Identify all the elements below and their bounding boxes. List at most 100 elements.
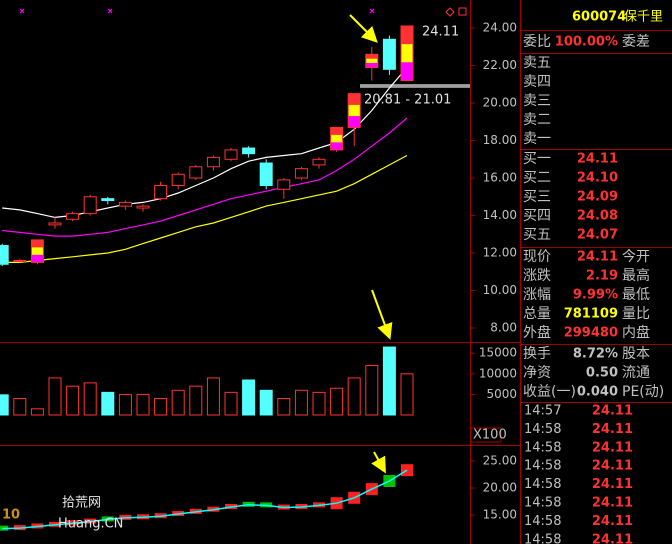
indicator-line (2, 469, 408, 530)
quote-label2: 最高 (622, 267, 650, 284)
quote-value: 24.11 (577, 152, 618, 167)
ma-line (2, 67, 408, 219)
quote-value: 24.11 (577, 250, 618, 265)
volume-bar (13, 398, 27, 416)
volume-bar (101, 391, 115, 416)
candle-body (118, 201, 132, 207)
annotation-arrows (349, 14, 393, 474)
trade-time: 14:58 (524, 477, 561, 492)
quote-value: 100.00% (555, 35, 618, 50)
quote-label: 涨跌 (523, 268, 551, 284)
gap-band-label: 20.81 - 21.01 (364, 92, 451, 107)
volume-bar (277, 398, 291, 416)
candle-body (171, 173, 185, 187)
y-tick-label: 25.00 (483, 453, 517, 467)
volume-bar (48, 377, 62, 416)
limit-stripe (401, 44, 413, 63)
y-tick-label: 14.00 (483, 208, 517, 222)
volume-bar (189, 385, 203, 416)
y-tick-label: 18.00 (483, 133, 517, 147)
y-tick-label: 5000 (486, 387, 517, 401)
quote-label: 净资 (523, 365, 551, 381)
candle-body (189, 166, 203, 179)
candle-body (0, 245, 9, 265)
candle-body (83, 196, 97, 215)
limit-stripe (366, 63, 378, 67)
quote-label: 买一 (523, 151, 551, 167)
quote-label: 外盘 (523, 324, 551, 341)
trade-price: 24.11 (592, 477, 633, 492)
stock-name: 保千里 (624, 10, 663, 25)
quote-label2: 最低 (622, 287, 650, 303)
volume-bar (312, 391, 326, 416)
candle-body (277, 179, 291, 190)
quote-label: 卖二 (523, 112, 551, 128)
quote-value: 781109 (564, 307, 618, 322)
y-tick-label: 10.00 (483, 283, 517, 297)
watermark-site: 拾荒网 (62, 496, 101, 511)
candle-body (259, 162, 273, 187)
gap-band (360, 84, 470, 88)
volume-bar (400, 373, 414, 416)
candle-body (66, 213, 80, 220)
trade-price: 24.11 (592, 496, 633, 511)
limit-stripe (331, 142, 343, 150)
limit-stripe (348, 104, 360, 117)
limit-stripe (401, 62, 413, 81)
quote-label: 买五 (523, 227, 551, 243)
quote-value: 0.040 (577, 385, 618, 400)
candle-body (136, 205, 150, 209)
top-markers (19, 8, 375, 14)
quote-value: 2.19 (586, 269, 618, 284)
volume-bar (259, 389, 273, 416)
watermark-logo: 10 (2, 508, 20, 523)
volume-bar (136, 393, 150, 416)
quote-value: 24.07 (577, 228, 618, 243)
candle-body (312, 158, 326, 166)
limit-stripe (331, 134, 343, 143)
trade-price: 24.11 (592, 532, 633, 544)
volume-bar (0, 394, 9, 416)
quote-value: 299480 (564, 326, 618, 341)
volume-bar (118, 393, 132, 416)
trade-time: 14:58 (524, 459, 561, 474)
indicator-block (401, 464, 413, 477)
y-tick-label: 15000 (479, 346, 517, 360)
volume-bar (294, 389, 308, 416)
y-tick-label: 8.00 (490, 321, 517, 335)
quote-label2: 量比 (622, 306, 650, 322)
trade-time: 14:57 (524, 404, 561, 419)
quote-label2: 流通 (622, 365, 650, 381)
candle-body (13, 260, 27, 263)
candle-body (154, 185, 168, 200)
watermark: 10 拾荒网 Huang.CN (2, 496, 123, 532)
trade-time: 14:58 (524, 514, 561, 529)
quote-label2: 股本 (622, 346, 650, 362)
limit-stripe (31, 254, 43, 262)
quote-value: 8.72% (573, 347, 618, 362)
y-tick-label: 16.00 (483, 171, 517, 185)
corner-icons (445, 7, 467, 17)
trade-time: 14:58 (524, 496, 561, 511)
candle-body (206, 156, 220, 168)
quote-label2: PE(动) (622, 384, 664, 400)
quote-label: 委比 (523, 34, 551, 50)
quote-label: 总量 (523, 306, 551, 322)
trade-price: 24.11 (592, 404, 633, 419)
limit-stripe (366, 58, 378, 64)
y-tick-label: 24.00 (483, 21, 517, 35)
quote-label2: 委差 (622, 34, 650, 50)
trade-price: 24.11 (592, 459, 633, 474)
volume-bar (206, 377, 220, 416)
candle-body (382, 38, 396, 70)
y-tick-label: 10000 (479, 366, 517, 380)
last-price-label: 24.11 (422, 24, 459, 39)
trade-time: 14:58 (524, 422, 561, 437)
limit-stripe (348, 116, 360, 127)
watermark-url: Huang.CN (58, 517, 123, 532)
stock-code: 600074 (572, 10, 626, 25)
quote-label2: 今开 (622, 249, 650, 265)
